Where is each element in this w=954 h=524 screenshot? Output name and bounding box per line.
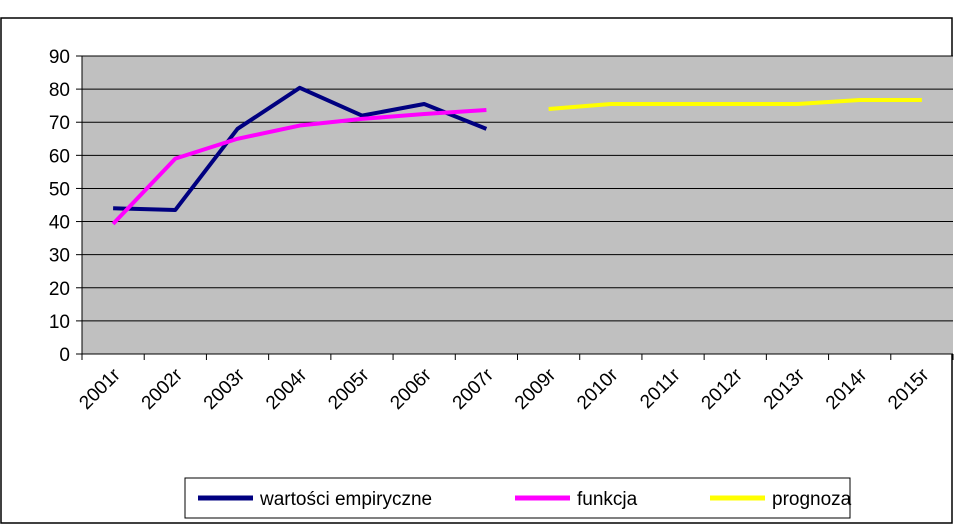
legend-label: prognoza xyxy=(772,489,852,510)
y-tick-label: 30 xyxy=(49,246,70,267)
y-tick-label: 60 xyxy=(49,146,70,167)
legend-label: wartości empiryczne xyxy=(259,489,432,510)
y-tick-label: 20 xyxy=(49,279,70,300)
y-tick-label: 10 xyxy=(49,312,70,333)
y-tick-label: 90 xyxy=(49,47,70,68)
y-tick-label: 0 xyxy=(59,345,70,366)
y-tick-label: 50 xyxy=(49,179,70,200)
y-tick-label: 40 xyxy=(49,213,70,234)
legend-label: funkcja xyxy=(577,489,638,510)
series-line xyxy=(111,107,487,226)
series-line xyxy=(113,85,488,212)
y-tick-label: 70 xyxy=(49,113,70,134)
series-line xyxy=(548,98,922,111)
y-tick-label: 80 xyxy=(49,80,70,101)
plot-area xyxy=(82,56,953,354)
